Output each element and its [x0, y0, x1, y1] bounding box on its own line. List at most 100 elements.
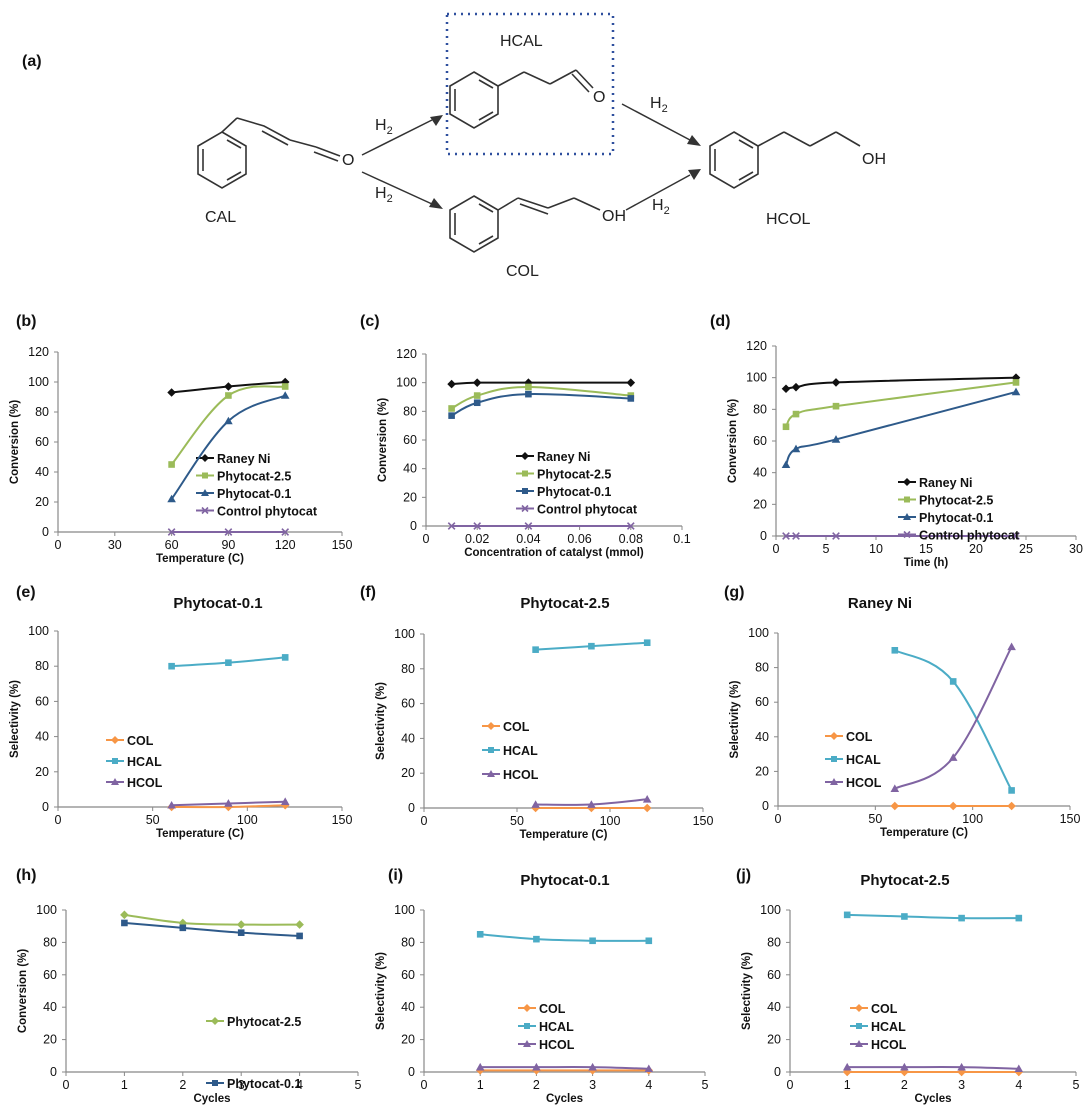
data-point [168, 662, 175, 670]
hcal-molecule [449, 69, 594, 129]
arrow-col-to-hcol [625, 169, 701, 211]
series-col [890, 801, 1016, 811]
data-point [473, 399, 481, 407]
legend-marker [856, 1023, 862, 1029]
data-point [1007, 642, 1016, 651]
arrow-cal-to-col [361, 171, 443, 209]
data-point [589, 937, 596, 945]
legend-label: Phytocat-0.1 [227, 1077, 301, 1091]
data-point [831, 378, 841, 387]
x-tick-label: 0 [773, 542, 780, 556]
data-point [949, 678, 957, 685]
data-point [224, 528, 233, 536]
data-point [843, 911, 851, 919]
series-raney-ni [781, 373, 1021, 394]
series-hcal [476, 931, 653, 945]
panel-label: (e) [16, 584, 36, 601]
series-hcal [891, 647, 1015, 794]
x-axis-label: Cycles [546, 1093, 583, 1105]
x-tick-label: 5 [355, 1078, 362, 1092]
x-axis-label: Temperature (C) [880, 827, 968, 839]
y-tick-label: 80 [753, 402, 767, 416]
x-tick-label: 5 [823, 542, 830, 556]
chart-panel-g: (g)Raney Ni0 50 100 150020406080100Temperat… [724, 584, 1080, 839]
y-tick-label: 20 [35, 765, 49, 779]
legend-entry: HCOL [482, 768, 539, 782]
y-tick-label: 0 [408, 1065, 415, 1079]
data-point [295, 920, 304, 929]
data-point [792, 532, 800, 540]
legend-entry: HCOL [825, 776, 882, 790]
y-tick-label: 60 [43, 968, 57, 982]
legend-label: COL [503, 720, 530, 734]
legend-label: COL [539, 1002, 566, 1016]
legend-marker [201, 506, 209, 515]
legend-entry: Control phytocat [898, 529, 1020, 543]
y-tick-label: 100 [28, 375, 49, 389]
x-tick-label: 0 [63, 1078, 70, 1092]
hcal-label: HCAL [500, 33, 543, 50]
legend-entry: COL [106, 734, 154, 748]
panel-label: (b) [16, 313, 36, 330]
x-tick-label: 1 [121, 1078, 128, 1092]
panel-label: (d) [710, 313, 730, 330]
data-point [781, 460, 791, 469]
x-tick-label: 150 [332, 538, 353, 552]
y-tick-label: 120 [396, 347, 417, 361]
data-point [627, 395, 635, 402]
x-tick-label: 30 [1069, 542, 1083, 556]
y-axis-label: Conversion (%) [377, 398, 389, 483]
legend-entry: HCAL [482, 744, 538, 758]
x-tick-label: 15 [919, 542, 933, 556]
x-tick-label: 5 [702, 1078, 709, 1092]
data-point [891, 647, 899, 654]
data-point [588, 642, 595, 650]
data-point [525, 390, 532, 398]
series-hcol [475, 1062, 654, 1073]
data-point [644, 1064, 654, 1073]
data-point [958, 914, 965, 922]
x-tick-label: 3 [589, 1078, 596, 1092]
x-tick-label: 0.04 [516, 532, 540, 546]
series-phytocat-0-1 [781, 387, 1021, 469]
y-axis-label: Conversion (%) [727, 399, 739, 484]
data-point [280, 391, 290, 399]
legend-entry: COL [482, 720, 530, 734]
data-point [224, 802, 233, 812]
x-tick-label: 0.02 [465, 532, 489, 546]
data-point [473, 392, 481, 399]
chart-panel-e: (e)Phytocat-0.10 50 100 150020406080100Temp… [9, 584, 352, 840]
legend-marker [830, 732, 838, 740]
panel-label: (h) [16, 867, 36, 884]
x-tick-label: 150 [332, 813, 353, 827]
data-point [1008, 787, 1015, 794]
y-tick-label: 40 [767, 1000, 781, 1014]
data-point [236, 920, 246, 929]
legend-label: Phytocat-2.5 [217, 470, 291, 484]
legend-label: Phytocat-0.1 [537, 485, 611, 499]
data-point [642, 795, 652, 803]
chart-panel-d: (d) 0 5 10 15 20 25 30 0 20 40 60 80 100 120 Time (h) Co… [710, 313, 1083, 569]
series-line [480, 1066, 649, 1070]
cal-molecule [197, 117, 341, 189]
series-line [847, 1066, 1019, 1070]
x-tick-label: 0 [775, 812, 782, 826]
x-tick-label: 5 [1073, 1078, 1080, 1092]
y-tick-label: 80 [35, 659, 49, 673]
x-tick-label: 0 [55, 813, 62, 827]
legend-entry: COL [518, 1002, 566, 1016]
legend-label: Control phytocat [919, 529, 1020, 543]
legend-label: Phytocat-2.5 [919, 494, 993, 508]
data-point [900, 1062, 909, 1071]
y-axis-label: Selectivity (%) [375, 952, 387, 1030]
series-phytocat-2-5 [782, 379, 1020, 431]
cal-label: CAL [205, 209, 236, 226]
legend-marker [831, 756, 837, 762]
x-tick-label: 50 [510, 814, 524, 828]
y-tick-label: 40 [401, 731, 415, 745]
y-tick-label: 20 [401, 1033, 415, 1047]
y-tick-label: 60 [403, 433, 417, 447]
y-tick-label: 80 [35, 405, 49, 419]
legend-marker [523, 1004, 531, 1012]
y-tick-label: 0 [762, 799, 769, 813]
